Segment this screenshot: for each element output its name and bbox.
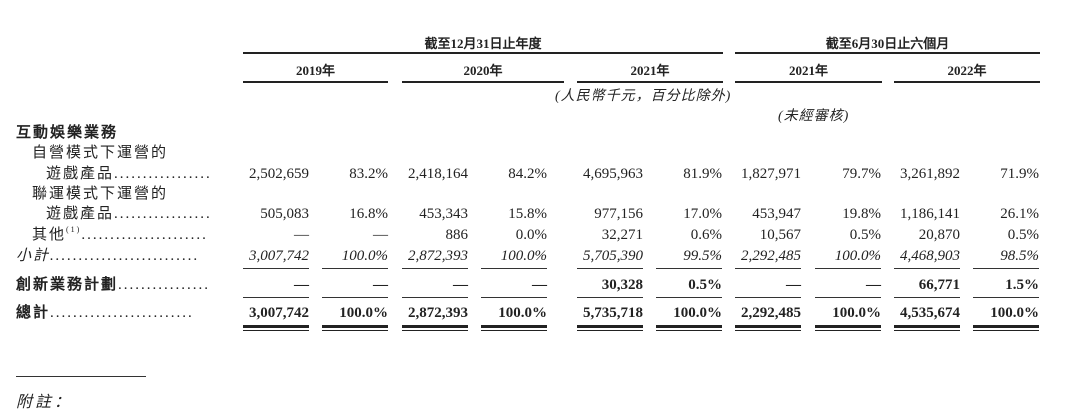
cell: —	[786, 277, 801, 293]
cell: —	[866, 277, 881, 293]
cell: 99.5%	[683, 248, 722, 264]
table-row: 其他(1)...................... — — 886 0.0%…	[32, 225, 1039, 243]
section-title: 互動娛樂業務	[16, 125, 119, 141]
cell: 100.0%	[834, 248, 881, 264]
cell: 79.7%	[842, 166, 881, 182]
cell: 3,007,742	[249, 305, 309, 321]
cell: 4,468,903	[900, 248, 960, 264]
cell: 505,083	[260, 206, 309, 222]
cell: 5,705,390	[583, 248, 643, 264]
divider	[735, 52, 1040, 54]
cell: 1.5%	[1005, 277, 1039, 293]
divider	[577, 81, 723, 83]
cell: 5,735,718	[583, 305, 643, 321]
cell: 2,872,393	[408, 248, 468, 264]
cell: 453,343	[419, 206, 468, 222]
cell: 453,947	[752, 206, 801, 222]
table-row: 自營模式下運營的	[0, 143, 1080, 163]
divider	[894, 81, 1040, 83]
divider	[735, 81, 882, 83]
cell: 4,535,674	[900, 305, 960, 321]
row-label-line1: 聯運模式下運營的	[32, 186, 169, 202]
cell: 2,502,659	[249, 166, 309, 182]
cell: —	[373, 277, 388, 293]
subtotal-row: 小計.......................... 3,007,742 1…	[16, 248, 1039, 264]
cell: —	[532, 277, 547, 293]
cell: 100.0%	[500, 248, 547, 264]
cell: 100.0%	[990, 305, 1039, 321]
divider	[402, 81, 564, 83]
cell: 0.0%	[515, 227, 547, 243]
divider	[243, 52, 723, 54]
section-row: 互動娛樂業務	[0, 123, 1080, 143]
row-label: 小計	[16, 248, 51, 264]
row-label: 創新業務計劃	[16, 277, 119, 293]
cell: 1,827,971	[741, 166, 801, 182]
cell: 84.2%	[508, 166, 547, 182]
cell: 66,771	[918, 277, 960, 293]
footnote-heading: 附註：	[16, 394, 74, 411]
cell: 3,261,892	[900, 166, 960, 182]
divider	[243, 81, 388, 83]
header-interim: 截至6月30日止六個月	[825, 36, 950, 51]
cell: 0.5%	[688, 277, 722, 293]
cell: 4,695,963	[583, 166, 643, 182]
header-annual: 截至12月31日止年度	[424, 36, 542, 51]
cell: 26.1%	[1000, 206, 1039, 222]
cell: 100.0%	[498, 305, 547, 321]
cell: 100.0%	[673, 305, 722, 321]
cell: 0.5%	[849, 227, 881, 243]
year-2022-interim: 2022年	[947, 63, 987, 78]
total-row: 總計......................... 3,007,742 10…	[16, 305, 1039, 321]
year-2019: 2019年	[295, 63, 335, 78]
table-row: 遊戲產品................. 2,502,659 83.2% 2,…	[46, 166, 1039, 182]
cell: 977,156	[594, 206, 643, 222]
cell: 0.5%	[1007, 227, 1039, 243]
cell: 20,870	[918, 227, 960, 243]
cell: 100.0%	[341, 248, 388, 264]
row-label-line1: 自營模式下運營的	[32, 145, 169, 161]
year-2020: 2020年	[463, 63, 503, 78]
cell: 100.0%	[339, 305, 388, 321]
cell: 17.0%	[683, 206, 722, 222]
table-row: 聯運模式下運營的	[0, 184, 1080, 204]
cell: 83.2%	[349, 166, 388, 182]
cell: 0.6%	[690, 227, 722, 243]
cell: 2,292,485	[741, 248, 801, 264]
cell: 81.9%	[683, 166, 722, 182]
row-label: 遊戲產品	[46, 166, 115, 182]
cell: 71.9%	[1000, 166, 1039, 182]
cell: 3,007,742	[249, 248, 309, 264]
row-label: 總計	[16, 305, 51, 321]
row-label: 其他	[32, 227, 67, 243]
cell: 98.5%	[1000, 248, 1039, 264]
cell: 100.0%	[832, 305, 881, 321]
cell: 30,328	[601, 277, 643, 293]
cell: 1,186,141	[900, 206, 960, 222]
cell: 16.8%	[349, 206, 388, 222]
cell: —	[294, 277, 309, 293]
footnote-ref: (1)	[66, 225, 82, 234]
cell: 15.8%	[508, 206, 547, 222]
table-row: 創新業務計劃................ — — — — 30,328 0.…	[16, 277, 1039, 293]
cell: 2,418,164	[408, 166, 468, 182]
cell: —	[373, 227, 388, 243]
unaudited-note: (未經審核)	[778, 109, 850, 124]
cell: 886	[445, 227, 469, 243]
unit-note: (人民幣千元，百分比除外)	[555, 89, 732, 104]
cell: 10,567	[759, 227, 801, 243]
row-label: 遊戲產品	[46, 206, 115, 222]
cell: —	[294, 227, 309, 243]
footnote-divider	[16, 376, 146, 377]
cell: 2,292,485	[741, 305, 801, 321]
cell: 32,271	[601, 227, 643, 243]
cell: 2,872,393	[408, 305, 468, 321]
cell: —	[453, 277, 468, 293]
year-2021: 2021年	[630, 63, 670, 78]
table-row: 遊戲產品................. 505,083 16.8% 453,…	[46, 206, 1039, 222]
cell: 19.8%	[842, 206, 881, 222]
year-2021-interim: 2021年	[788, 63, 828, 78]
